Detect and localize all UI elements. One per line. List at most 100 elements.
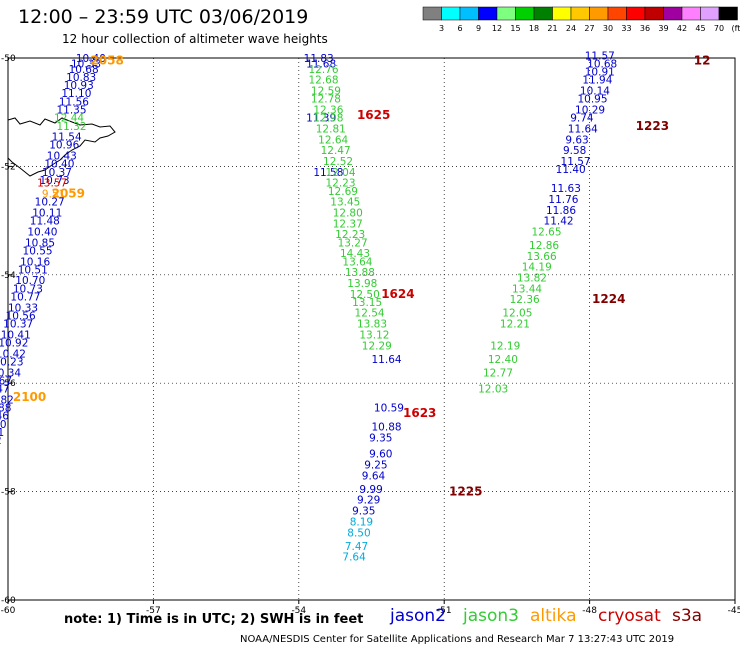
jason3-point: 12.77: [483, 367, 513, 379]
jason3-point: 12.80: [333, 207, 363, 219]
jason2-point: 10.30: [0, 419, 7, 431]
jason3-point: 12.23: [335, 229, 365, 241]
legend-jason2: jason2: [390, 606, 446, 626]
time-annotation: 1224: [592, 292, 625, 306]
time-annotation: 1623: [403, 406, 436, 420]
jason3-point: 13.15: [352, 297, 382, 309]
jason3-point: 13.45: [330, 197, 360, 209]
jason2-point: 11.83: [304, 53, 334, 65]
jason3-point: 12.64: [318, 134, 348, 146]
jason3-point: 12.05: [502, 308, 532, 320]
colorbar-label: 3: [439, 24, 444, 33]
jason3-point: 12.68: [308, 75, 338, 87]
jason3-point: 12.03: [478, 384, 508, 396]
jason2-point: 9.58: [563, 145, 586, 157]
jason2-point: 11.35: [56, 104, 86, 116]
jason2-point: 9.63: [565, 134, 588, 146]
time-annotation: 1625: [357, 108, 390, 122]
jason2-point: 10.42: [0, 348, 26, 360]
colorbar-swatch: [496, 6, 516, 21]
jason2-point: 10.95: [577, 94, 607, 106]
colorbar-swatch: [570, 6, 590, 21]
jason3-point: 12.36: [510, 294, 540, 306]
jason2-point: 10.33: [8, 302, 38, 314]
jason3-point: 13.82: [517, 273, 547, 285]
jason2-point: 9.99: [359, 484, 382, 496]
y-tick-label: -60: [1, 596, 16, 606]
legend-s3a: s3a: [672, 606, 703, 626]
jason2-point: 10.70: [15, 275, 45, 287]
x-tick-label: -51: [437, 606, 452, 616]
jason2-point: 10.40: [44, 159, 74, 171]
colorbar-label: 33: [621, 24, 631, 33]
jason2-point: 10.85: [25, 237, 55, 249]
jason3-point: 13.66: [527, 251, 557, 263]
jason3-point: 13.12: [359, 329, 389, 341]
jason2-point: 11.76: [548, 194, 578, 206]
jason3-point: 12.69: [328, 186, 358, 198]
colorbar-swatch: [533, 6, 553, 21]
jason2-point: 10.16: [20, 256, 50, 268]
jason2-point: 9.25: [364, 460, 387, 472]
jason3-point: 12.37: [333, 218, 363, 230]
jason2-point: 11.94: [582, 75, 612, 87]
jason2-point: 10.96: [49, 140, 79, 152]
axes: -60 -57 -54 -51 -48 -45 -50 -52 -54 -56 -58 -60: [1, 54, 740, 616]
jason2-point: 11.10: [61, 88, 91, 100]
jason3-point: 13.44: [512, 283, 542, 295]
colorbar-swatch: [422, 6, 442, 21]
jason2-point: 10.73: [13, 283, 43, 295]
x-tick-label: -45: [728, 606, 740, 616]
jason2-point: 10.41: [1, 329, 31, 341]
jason2-point: 10.73: [40, 175, 70, 187]
colorbar-swatch: [459, 6, 479, 21]
jason3-point: 12.59: [311, 86, 341, 98]
jason3-point: 12.50: [350, 289, 380, 301]
colorbar-label: 18: [529, 24, 539, 33]
time-annotation: 12: [694, 54, 711, 68]
jason2-point: 11.57: [561, 156, 591, 168]
colorbar-label: 6: [457, 24, 462, 33]
colorbar-label: 36: [640, 24, 650, 33]
jason3-point: 12.54: [355, 308, 385, 320]
jason3-point: 11.32: [56, 121, 86, 133]
land-outline: [7, 117, 116, 177]
jason2-point: 10.92: [0, 338, 28, 350]
jason2-point: 9.35: [352, 506, 375, 518]
legend-cryosat: cryosat: [598, 606, 661, 626]
jason3-point: 13.27: [338, 237, 368, 249]
jason3-point: 13.83: [357, 319, 387, 331]
jason3-point: 12.78: [311, 94, 341, 106]
colorbar-label: 12: [492, 24, 502, 33]
jason2-point: 10.88: [372, 422, 402, 434]
colorbar-swatch: [663, 6, 683, 21]
jason2-point: 9.47: [0, 384, 10, 396]
colorbar-swatch: [644, 6, 664, 21]
jason2-point: 10.40: [27, 226, 57, 238]
colorbar-label: 39: [658, 24, 668, 33]
jason2-point: 10.68: [587, 58, 617, 70]
colorbar-swatch: [681, 6, 701, 21]
jason3-point: 12.47: [321, 145, 351, 157]
s3a-point: 8.19: [350, 516, 373, 528]
y-tick-label: -54: [1, 271, 16, 281]
credit-text: NOAA/NESDIS Center for Satellite Applica…: [240, 634, 675, 645]
jason2-point: 10.68: [69, 64, 99, 76]
y-tick-label: -58: [1, 488, 16, 498]
data-points: 10.4010.3310.6810.8310.9311.1011.5611.35…: [0, 50, 617, 563]
jason2-point: 10.27: [35, 197, 65, 209]
colorbar-label: 30: [603, 24, 613, 33]
jason2-point: 10.34: [0, 367, 21, 379]
colorbar-label: 15: [510, 24, 520, 33]
jason2-point: 11.46: [0, 411, 9, 423]
jason3-point: 12.40: [488, 354, 518, 366]
jason2-point: 11.86: [546, 205, 576, 217]
jason2-point: 11.56: [59, 96, 89, 108]
jason2-point: 11.63: [551, 183, 581, 195]
time-annotation: 2100: [13, 390, 46, 404]
jason2-point: 9.64: [362, 470, 386, 482]
chart-title: 12:00 – 23:59 UTC 03/06/2019: [18, 6, 309, 28]
jason2-point: 10.40: [76, 53, 106, 65]
jason2-point: 10.11: [32, 207, 62, 219]
